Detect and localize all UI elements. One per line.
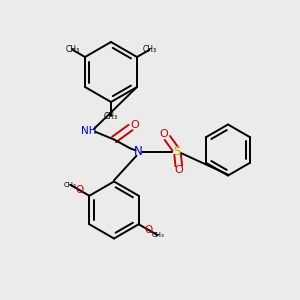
Text: O: O xyxy=(130,120,140,130)
Text: CH₃: CH₃ xyxy=(65,45,80,54)
Text: CH₃: CH₃ xyxy=(64,182,77,188)
Text: O: O xyxy=(159,129,168,140)
Text: O: O xyxy=(144,225,153,235)
Text: N: N xyxy=(134,145,142,158)
Text: O: O xyxy=(175,165,184,176)
Text: S: S xyxy=(173,145,181,158)
Text: CH₃: CH₃ xyxy=(142,45,157,54)
Text: NH: NH xyxy=(81,125,96,136)
Text: CH₃: CH₃ xyxy=(104,112,118,121)
Text: CH₃: CH₃ xyxy=(151,232,164,238)
Text: O: O xyxy=(75,185,84,195)
